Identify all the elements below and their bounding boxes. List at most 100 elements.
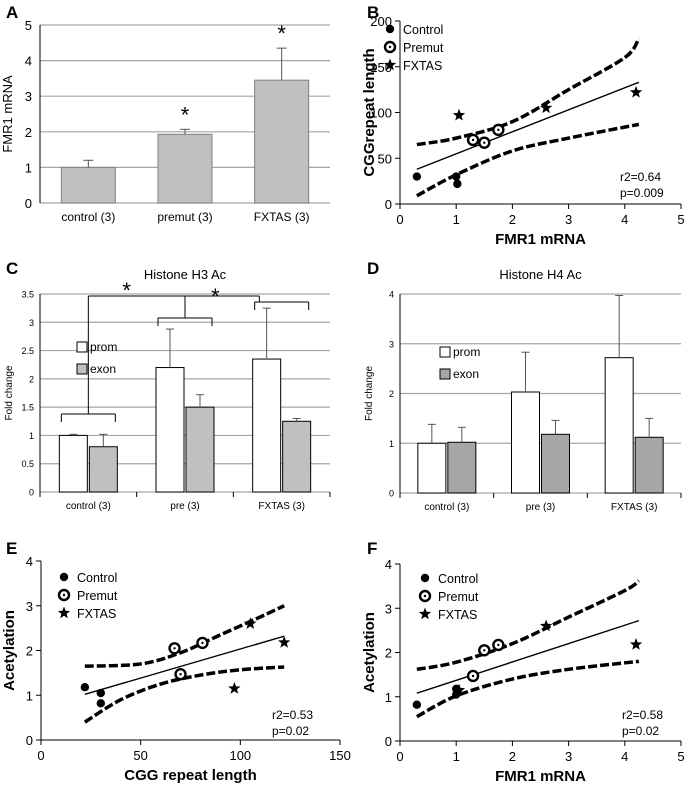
x-tick-label: 0 [396, 212, 403, 227]
point-fxtas [452, 683, 466, 696]
confidence-band-upper [84, 604, 285, 668]
legend-swatch-exon [439, 368, 451, 380]
legend-label: prom [453, 345, 480, 359]
y-axis-title: Acetylation [361, 612, 378, 693]
significance-marker: * [211, 284, 220, 309]
panel-label: F [367, 539, 377, 558]
x-tick-label: 0 [396, 749, 403, 764]
bar-exon [88, 446, 118, 493]
significance-marker: * [277, 21, 286, 46]
legend-swatch-prom [439, 346, 451, 358]
y-tick-label: 4 [385, 557, 392, 572]
y-tick-label: 2 [385, 646, 392, 661]
y-tick-label: 5 [25, 18, 32, 33]
point-control [452, 172, 461, 181]
legend-label: Control [77, 571, 117, 585]
panel-label: A [6, 3, 18, 22]
legend-label: FXTAS [403, 59, 442, 73]
legend-label: Premut [438, 590, 479, 604]
x-tick-label: FXTAS (3) [254, 210, 310, 224]
legend-label: Control [438, 572, 478, 586]
significance-brackets [60, 295, 310, 422]
point-premut-center [201, 641, 204, 645]
legend-label: prom [90, 340, 117, 354]
x-tick-label: 3 [565, 749, 572, 764]
x-tick-label: 1 [453, 749, 460, 764]
panel-a-chart: A 0 1 2 3 4 5 FMR1 mRNA control (3) * premut (3) * F… [0, 3, 330, 224]
regression-line [84, 635, 285, 696]
x-tick-label: 0 [37, 748, 44, 763]
point-control [412, 700, 422, 709]
legend-marker-control [385, 24, 395, 34]
point-premut-center [497, 128, 500, 132]
bar-exon [541, 433, 570, 494]
x-tick-label: 50 [133, 748, 147, 763]
bar-exon [282, 420, 312, 493]
y-tick-label: 0 [26, 733, 33, 748]
point-premut-center [483, 141, 486, 144]
legend-label: Control [403, 23, 443, 37]
x-tick-label: FXTAS (3) [258, 501, 304, 512]
legend-marker-fxtas [418, 607, 432, 620]
stats-annotation: r2=0.64 [620, 170, 661, 184]
y-axis-title: Fold change [364, 366, 375, 421]
legend-swatch-prom [76, 341, 88, 353]
point-fxtas [278, 635, 291, 648]
y-tick-label: 2 [389, 389, 394, 399]
x-tick-label: pre (3) [526, 502, 555, 513]
legend-label: exon [453, 367, 479, 381]
point-fxtas [629, 638, 643, 650]
stats-annotation: r2=0.58 [622, 708, 663, 722]
y-tick-label: 3.5 [21, 290, 34, 300]
point-control [80, 682, 90, 692]
y-tick-label: 2 [26, 644, 33, 659]
confidence-band-lower [83, 665, 285, 724]
bar-prom [511, 391, 540, 494]
confidence-band-lower [416, 122, 640, 198]
y-tick-label: 3 [389, 339, 394, 349]
legend-marker-premut-center [62, 593, 66, 597]
point-control [453, 179, 462, 189]
bar-exon [185, 406, 215, 493]
significance-marker: * [181, 102, 190, 127]
point-fxtas [629, 85, 643, 98]
panel-d-chart: D Histone H4 Ac 0 1 2 3 4 Fold change control (3… [364, 259, 682, 513]
panel-label: D [367, 259, 379, 278]
bar-prom [604, 357, 634, 494]
point-fxtas [452, 108, 466, 121]
point-fxtas [539, 619, 553, 632]
point-control [96, 688, 106, 698]
x-tick-label: 5 [677, 749, 684, 764]
bar-exon [447, 441, 477, 494]
regression-line [416, 619, 640, 694]
y-tick-label: 0 [25, 196, 32, 211]
y-tick-label: 2 [25, 125, 32, 140]
bar-prom [155, 367, 185, 493]
y-tick-label: 200 [370, 14, 392, 29]
y-tick-label: 3 [29, 318, 34, 328]
y-axis-title: FMR1 mRNA [0, 75, 15, 153]
confidence-band-upper [416, 37, 641, 147]
x-tick-label: control (3) [66, 501, 111, 512]
x-tick-label: 3 [565, 212, 572, 227]
bar-exon [634, 436, 664, 494]
point-control [412, 172, 422, 181]
significance-marker: * [122, 278, 131, 303]
x-tick-label: 5 [677, 212, 684, 227]
y-tick-label: 100 [370, 106, 392, 121]
y-tick-label: 0 [29, 488, 34, 498]
legend-marker-fxtas [57, 606, 71, 619]
panel-label: B [367, 3, 379, 22]
point-fxtas [244, 617, 257, 629]
y-tick-label: 50 [378, 151, 392, 166]
x-tick-label: pre (3) [170, 501, 199, 512]
y-tick-label: 4 [389, 290, 394, 300]
legend-label: Premut [403, 41, 444, 55]
confidence-band-lower [416, 659, 640, 719]
x-tick-label: 150 [329, 748, 351, 763]
x-tick-label: control (3) [61, 210, 115, 224]
x-tick-label: 2 [509, 749, 516, 764]
y-axis-title: CGGrepeat length [361, 48, 378, 176]
bar-prom [58, 434, 88, 493]
legend-label: exon [90, 362, 116, 376]
